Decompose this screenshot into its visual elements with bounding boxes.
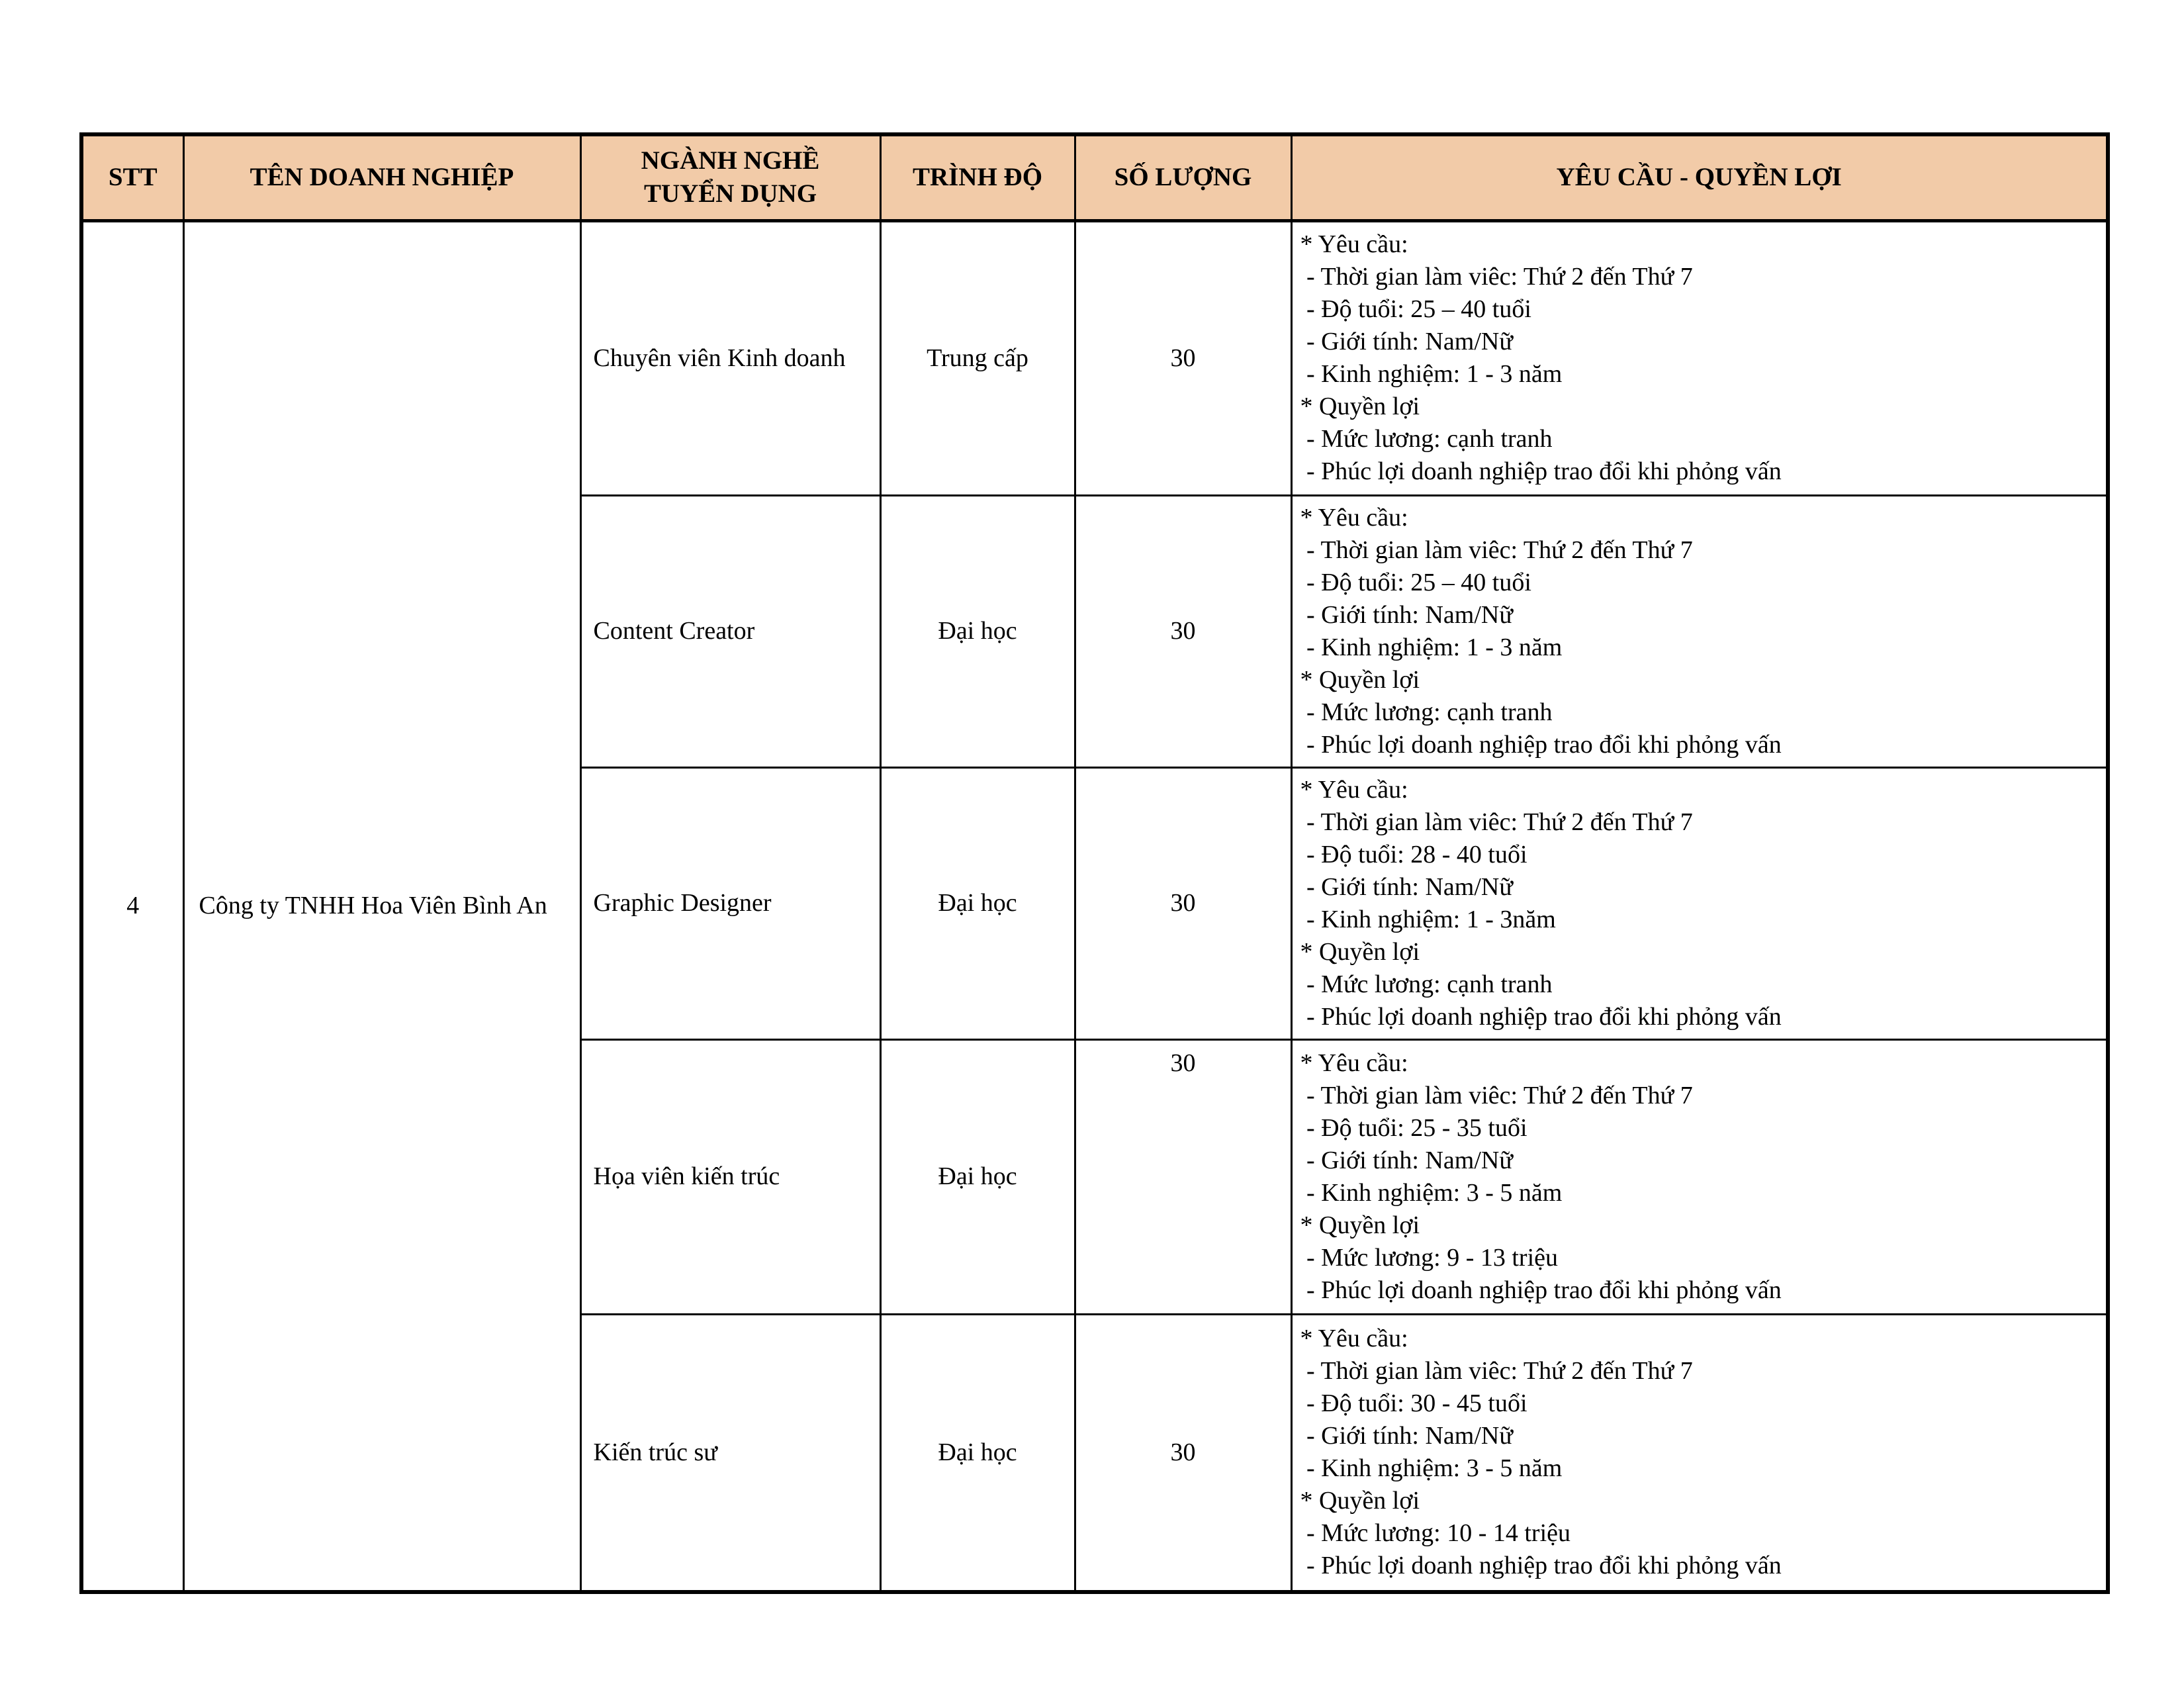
occupation-cell: Content Creator [579, 494, 882, 769]
table-row: Content Creator Đại học 30 * Yêu cầu: - … [81, 494, 2109, 769]
occupation-cell: Họa viên kiến trúc [579, 1038, 882, 1315]
level-cell: Đại học [879, 494, 1076, 769]
quantity-cell: 30 [1073, 766, 1293, 1041]
table-row: 4 Công ty TNHH Hoa Viên Bình An Chuyên v… [80, 219, 2109, 1593]
header-requirements: YÊU CẦU - QUYỀN LỢI [1290, 133, 2109, 222]
requirements-cell: * Yêu cầu: - Thời gian làm viêc: Thứ 2 đ… [1290, 1313, 2109, 1593]
level-cell: Đại học [879, 766, 1076, 1041]
occupation-cell: Chuyên viên Kinh doanh [579, 219, 882, 496]
table-body: 4 Công ty TNHH Hoa Viên Bình An Chuyên v… [80, 219, 2109, 1593]
level-cell: Đại học [879, 1313, 1076, 1593]
table-header: STT TÊN DOANH NGHIỆP NGÀNH NGHỀ TUYỂN DỤ… [80, 133, 2109, 222]
quantity-cell: 30 [1073, 1038, 1293, 1315]
recruitment-table: STT TÊN DOANH NGHIỆP NGÀNH NGHỀ TUYỂN DỤ… [79, 132, 2110, 1594]
quantity-cell: 30 [1073, 219, 1293, 496]
requirements-cell: * Yêu cầu: - Thời gian làm viêc: Thứ 2 đ… [1290, 219, 2109, 496]
table-row: Kiến trúc sư Đại học 30 * Yêu cầu: - Thờ… [81, 1313, 2109, 1593]
level-cell: Trung cấp [879, 219, 1076, 496]
quantity-cell: 30 [1073, 1313, 1293, 1593]
quantity-cell: 30 [1073, 494, 1293, 769]
requirements-cell: * Yêu cầu: - Thời gian làm viêc: Thứ 2 đ… [1290, 766, 2109, 1041]
requirements-cell: * Yêu cầu: - Thời gian làm viêc: Thứ 2 đ… [1290, 1038, 2109, 1315]
header-occupation: NGÀNH NGHỀ TUYỂN DỤNG [579, 133, 882, 222]
header-level: TRÌNH ĐỘ [879, 133, 1076, 222]
header-stt: STT [80, 133, 185, 222]
header-quantity: SỐ LƯỢNG [1073, 133, 1293, 222]
stt-cell: 4 [80, 219, 185, 1593]
table-row: Họa viên kiến trúc Đại học 30 * Yêu cầu:… [81, 1038, 2109, 1315]
requirements-cell: * Yêu cầu: - Thời gian làm viêc: Thứ 2 đ… [1290, 494, 2109, 769]
occupation-cell: Kiến trúc sư [579, 1313, 882, 1593]
level-cell: Đại học [879, 1038, 1076, 1315]
company-cell: Công ty TNHH Hoa Viên Bình An [182, 219, 582, 1593]
header-company: TÊN DOANH NGHIỆP [182, 133, 582, 222]
header-row: STT TÊN DOANH NGHIỆP NGÀNH NGHỀ TUYỂN DỤ… [80, 133, 2109, 222]
occupation-cell: Graphic Designer [579, 766, 882, 1041]
table-row: Graphic Designer Đại học 30 * Yêu cầu: -… [81, 766, 2109, 1041]
